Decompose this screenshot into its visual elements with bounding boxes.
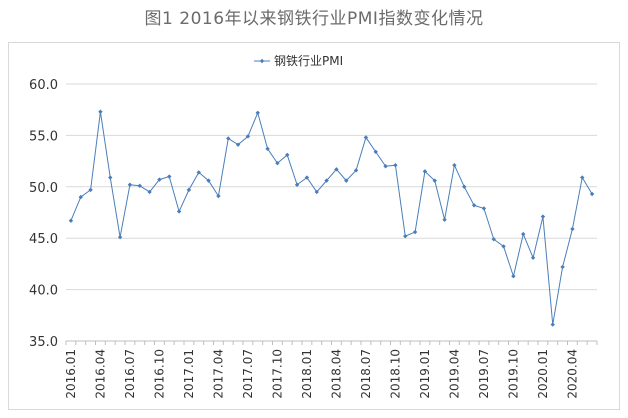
data-point-2018.03 <box>324 178 329 183</box>
data-point-2017.08 <box>255 110 260 115</box>
x-tick-label-2019.10: 2019.10 <box>506 349 520 399</box>
data-point-2018.12 <box>412 229 418 235</box>
data-point-2017.01 <box>186 187 192 193</box>
y-tick-label-40.0: 40.0 <box>29 284 58 299</box>
data-point-2020.04 <box>570 226 575 232</box>
x-tick-label-2017.01: 2017.01 <box>182 349 196 399</box>
x-tick-label-2017.04: 2017.04 <box>211 349 225 399</box>
data-point-2019.07 <box>481 206 487 211</box>
chart-frame <box>8 42 620 410</box>
data-point-2016.04 <box>98 109 103 114</box>
data-point-2019.08 <box>491 237 496 242</box>
legend-marker <box>259 58 265 64</box>
data-point-2019.05 <box>462 184 467 189</box>
data-point-2017.05 <box>226 136 231 141</box>
data-point-2018.05 <box>344 178 349 183</box>
series-line-0 <box>70 111 593 325</box>
data-point-2018.09 <box>383 164 388 169</box>
y-tick-label-50.0: 50.0 <box>29 181 58 196</box>
data-point-2018.11 <box>403 233 408 239</box>
data-point-2016.02 <box>78 194 83 200</box>
legend-label: 钢铁行业PMI <box>274 54 343 68</box>
data-point-2016.11 <box>167 174 172 179</box>
data-point-2019.01 <box>422 169 428 174</box>
x-tick-label-2016.04: 2016.04 <box>93 349 107 399</box>
data-point-2016.05 <box>108 175 113 180</box>
x-tick-label-2016.07: 2016.07 <box>123 349 137 399</box>
data-point-2019.09 <box>501 244 506 249</box>
x-tick-label-2017.07: 2017.07 <box>241 349 255 399</box>
data-point-2018.06 <box>353 168 359 173</box>
data-point-2018.10 <box>393 163 398 168</box>
data-point-2017.03 <box>206 178 211 183</box>
data-point-2016.03 <box>88 187 93 193</box>
data-point-2017.11 <box>285 152 290 158</box>
data-point-2017.04 <box>216 193 221 199</box>
data-point-2016.09 <box>147 189 152 195</box>
data-point-2020.05 <box>580 175 585 180</box>
data-point-2019.06 <box>471 203 477 208</box>
data-point-2018.04 <box>334 167 339 172</box>
y-tick-label-45.0: 45.0 <box>29 232 58 247</box>
x-tick-label-2017.10: 2017.10 <box>270 349 284 399</box>
x-tick-label-2018.07: 2018.07 <box>359 349 373 399</box>
y-tick-label-55.0: 55.0 <box>29 129 58 144</box>
data-point-2018.08 <box>373 149 378 155</box>
x-tick-label-2018.01: 2018.01 <box>300 349 314 399</box>
data-point-2016.01 <box>68 218 74 223</box>
data-point-2018.02 <box>314 189 319 195</box>
data-point-2017.07 <box>245 134 251 139</box>
data-point-2020.01 <box>540 214 546 219</box>
data-point-2017.06 <box>235 142 241 147</box>
data-point-2020.03 <box>560 264 565 270</box>
data-point-2017.02 <box>196 170 201 175</box>
y-tick-label-35.0: 35.0 <box>29 335 58 350</box>
data-point-2019.11 <box>521 231 526 237</box>
x-tick-label-2018.10: 2018.10 <box>388 349 402 399</box>
x-tick-label-2020.01: 2020.01 <box>536 349 550 399</box>
data-point-2016.12 <box>176 209 182 214</box>
data-point-2017.10 <box>275 160 280 166</box>
data-point-2019.02 <box>432 178 437 183</box>
data-point-2016.07 <box>127 182 133 187</box>
data-point-2018.07 <box>363 135 369 140</box>
data-point-2020.02 <box>550 322 555 327</box>
x-tick-label-2019.01: 2019.01 <box>418 349 432 399</box>
data-point-2016.10 <box>157 177 162 182</box>
x-tick-label-2016.10: 2016.10 <box>152 349 166 399</box>
data-point-2019.12 <box>530 255 536 260</box>
data-point-2018.01 <box>304 175 310 180</box>
x-tick-label-2019.04: 2019.04 <box>447 349 461 399</box>
data-point-2016.08 <box>137 183 142 188</box>
x-tick-label-2020.04: 2020.04 <box>565 349 579 399</box>
x-tick-label-2019.07: 2019.07 <box>477 349 491 399</box>
data-point-2017.09 <box>265 146 270 151</box>
chart-title: 图1 2016年以来钢铁行业PMI指数变化情况 <box>144 9 484 29</box>
data-point-2016.06 <box>117 234 123 240</box>
data-point-2020.06 <box>589 191 595 197</box>
y-tick-label-60.0: 60.0 <box>29 78 58 93</box>
data-point-2019.10 <box>511 274 516 279</box>
data-point-2019.04 <box>452 163 457 168</box>
x-tick-label-2016.01: 2016.01 <box>64 349 78 399</box>
x-tick-label-2018.04: 2018.04 <box>329 349 343 399</box>
data-point-2019.03 <box>442 217 447 222</box>
data-point-2017.12 <box>294 182 300 187</box>
